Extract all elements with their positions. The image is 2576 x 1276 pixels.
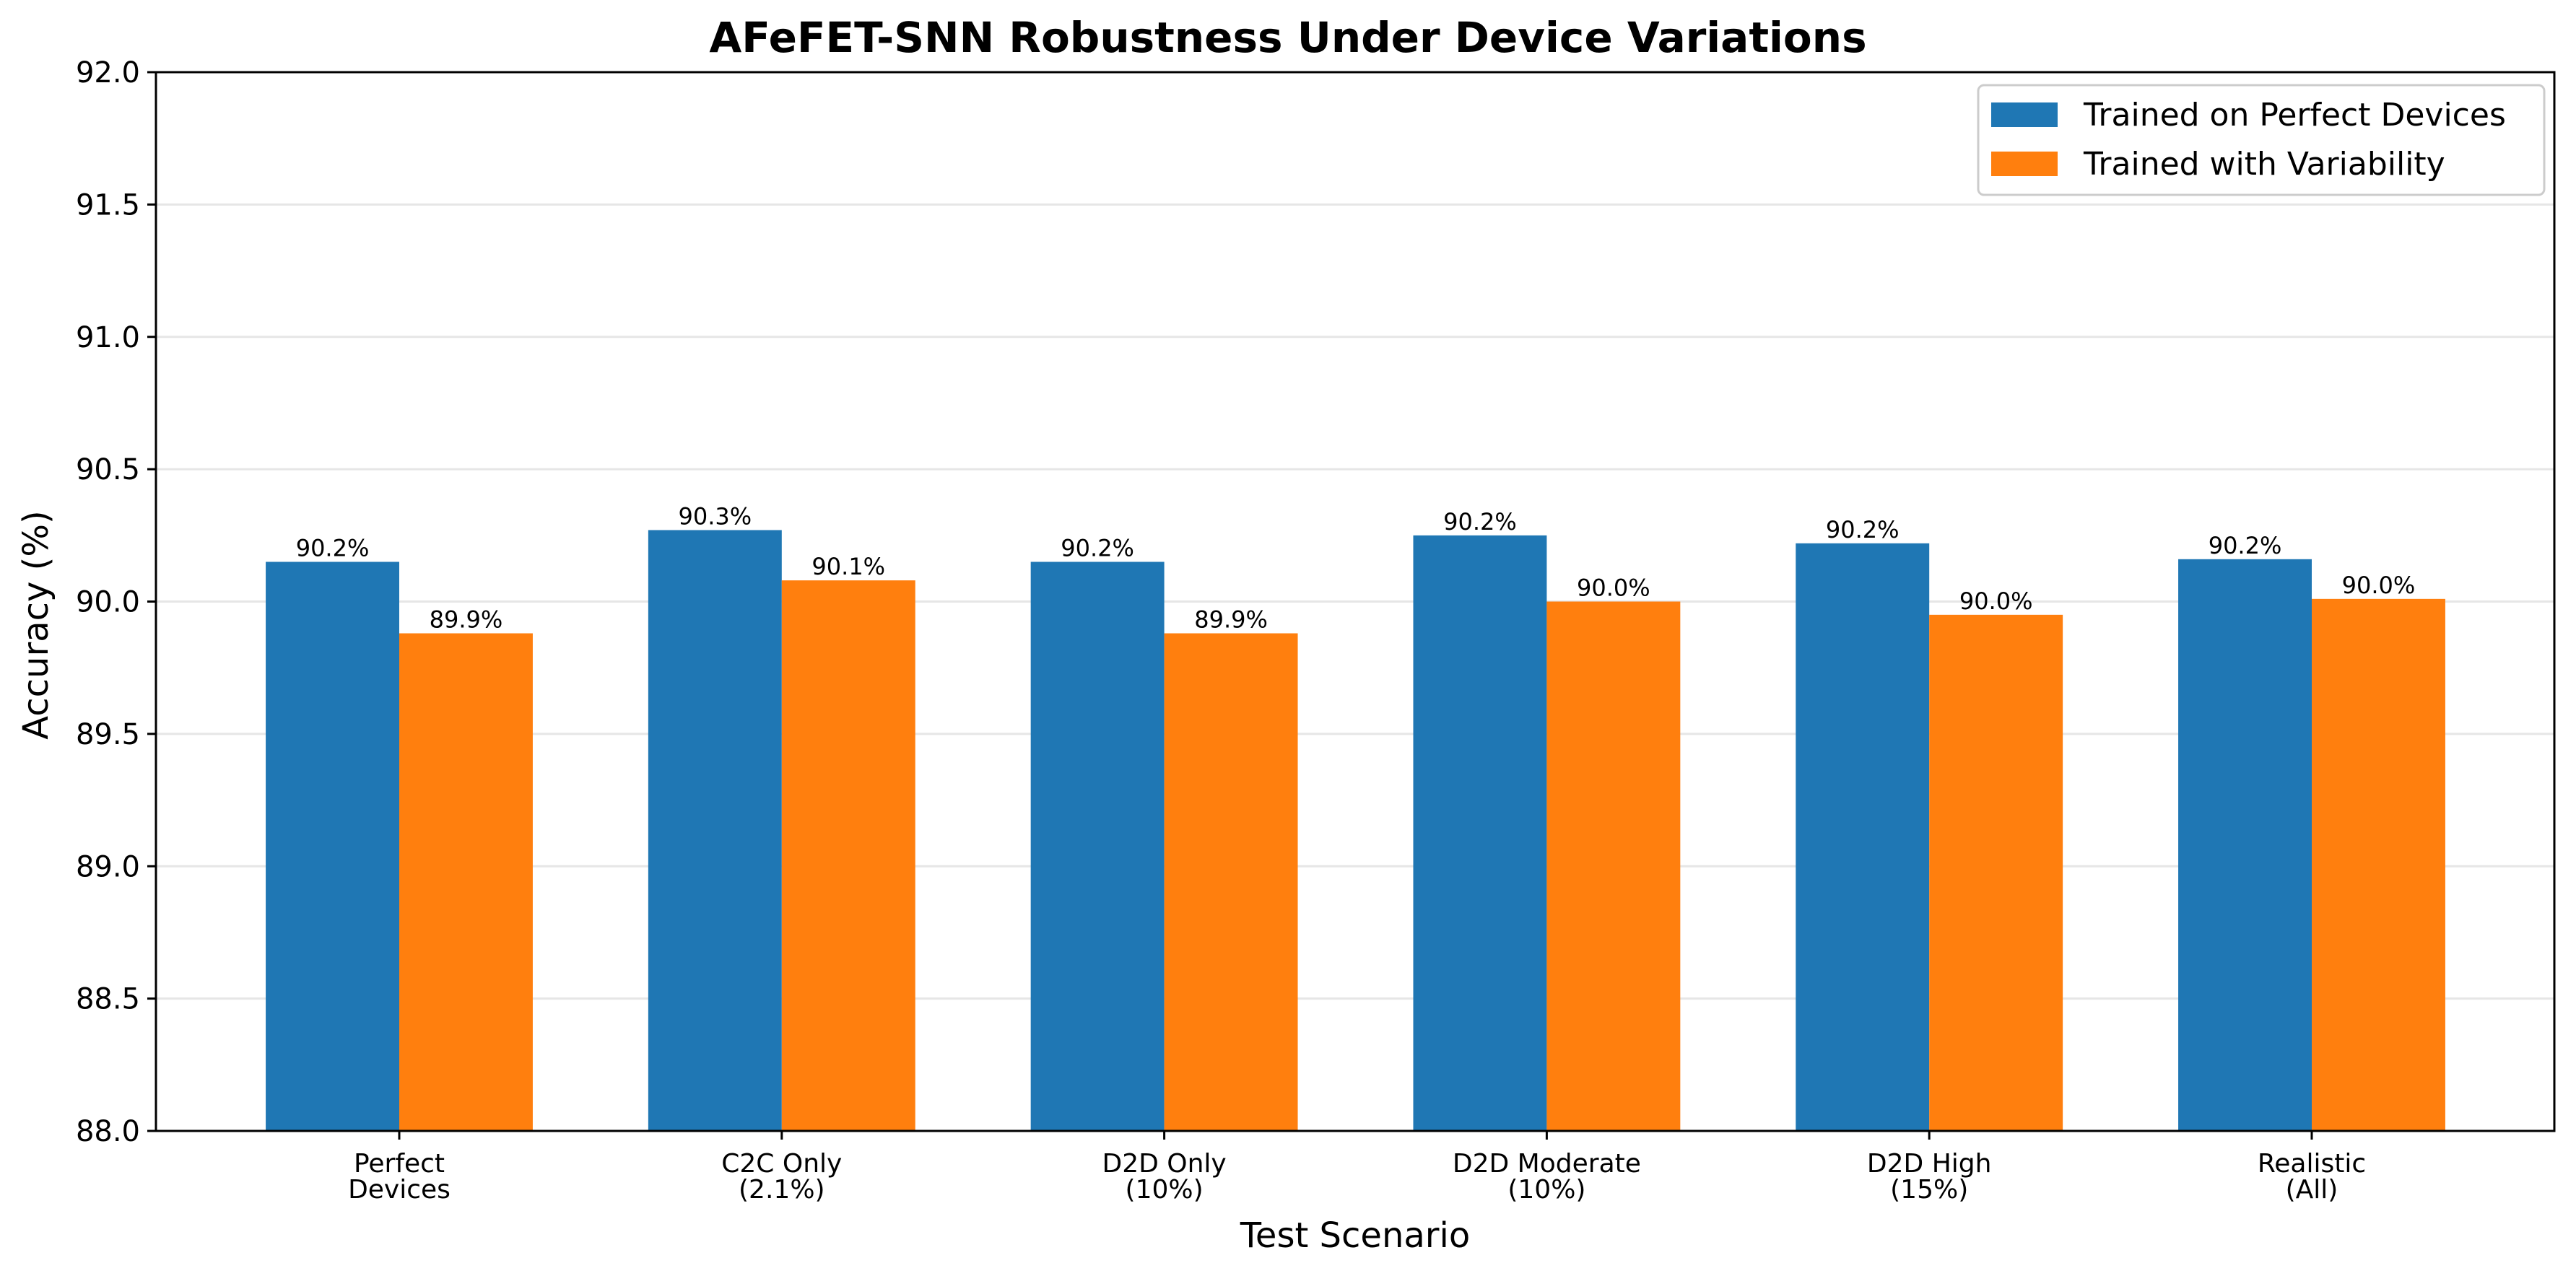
bar (2178, 559, 2312, 1131)
bar (1796, 543, 1930, 1131)
y-tick-label: 92.0 (76, 56, 140, 89)
data-label: 90.2% (1443, 508, 1517, 536)
data-label: 90.2% (2209, 532, 2282, 559)
bar (1164, 633, 1298, 1131)
x-tick-label: Perfect (354, 1149, 445, 1179)
data-label: 89.9% (430, 606, 503, 634)
data-label: 90.2% (1061, 534, 1134, 561)
x-tick-label: D2D Only (1102, 1149, 1226, 1179)
x-tick-label: D2D Moderate (1453, 1149, 1641, 1179)
bars (266, 530, 2445, 1131)
data-label: 90.0% (1959, 587, 2033, 615)
bar (266, 561, 399, 1131)
bar (1929, 614, 2063, 1131)
x-tick-label: (10%) (1507, 1175, 1585, 1205)
bar (399, 633, 533, 1131)
x-tick-label: (2.1%) (739, 1175, 825, 1205)
legend-swatch (1991, 102, 2058, 127)
bar (781, 580, 915, 1131)
bar (1413, 535, 1547, 1131)
x-tick-label: Devices (348, 1175, 451, 1205)
x-tick-label: (All) (2286, 1175, 2338, 1205)
y-axis-label: Accuracy (%) (16, 510, 56, 739)
legend-box (1977, 84, 2546, 196)
x-axis-label: Test Scenario (1240, 1215, 1470, 1256)
data-label: 90.2% (1826, 516, 1900, 543)
data-label: 90.0% (1577, 574, 1650, 602)
y-tick-label: 89.5 (76, 718, 140, 751)
legend: Trained on Perfect Devices Trained with V… (1977, 84, 2546, 196)
data-label: 89.9% (1194, 606, 1268, 634)
y-tick-label: 88.5 (76, 983, 140, 1016)
data-label: 90.1% (811, 553, 885, 580)
x-tick-label: (15%) (1890, 1175, 1968, 1205)
y-tick-label: 91.5 (76, 188, 140, 222)
y-tick-label: 88.0 (76, 1115, 140, 1148)
x-tick-label: C2C Only (721, 1149, 842, 1179)
bar (2312, 598, 2445, 1131)
y-tick-label: 89.0 (76, 850, 140, 883)
y-tick-label: 90.5 (76, 453, 140, 486)
bar (1030, 561, 1165, 1131)
bar (648, 530, 782, 1131)
x-tick-label: Realistic (2258, 1149, 2366, 1179)
grid-lines (156, 203, 2554, 1000)
chart-title: AFeFET-SNN Robustness Under Device Varia… (709, 13, 1866, 62)
bar (1546, 601, 1681, 1131)
data-label: 90.0% (2342, 572, 2416, 599)
legend-entry: Trained on Perfect Devices (2083, 97, 2506, 134)
y-tick-label: 90.0 (76, 586, 140, 619)
x-tick-label: (10%) (1126, 1175, 1204, 1205)
legend-entry: Trained with Variability (2083, 146, 2445, 183)
y-tick-label: 91.0 (76, 321, 140, 354)
x-tick-label: D2D High (1867, 1149, 1992, 1179)
data-label: 90.3% (679, 502, 752, 530)
y-axis: 88.0 88.5 89.0 89.5 90.0 90.5 91.0 91.5 92.0 (76, 56, 156, 1148)
data-label: 90.2% (296, 534, 370, 561)
bar-value-labels: 90.2% 89.9% 90.3% 90.1% 90.2% 89.9% 90.2% 90.0%… (296, 502, 2416, 633)
legend-swatch (1991, 152, 2058, 176)
